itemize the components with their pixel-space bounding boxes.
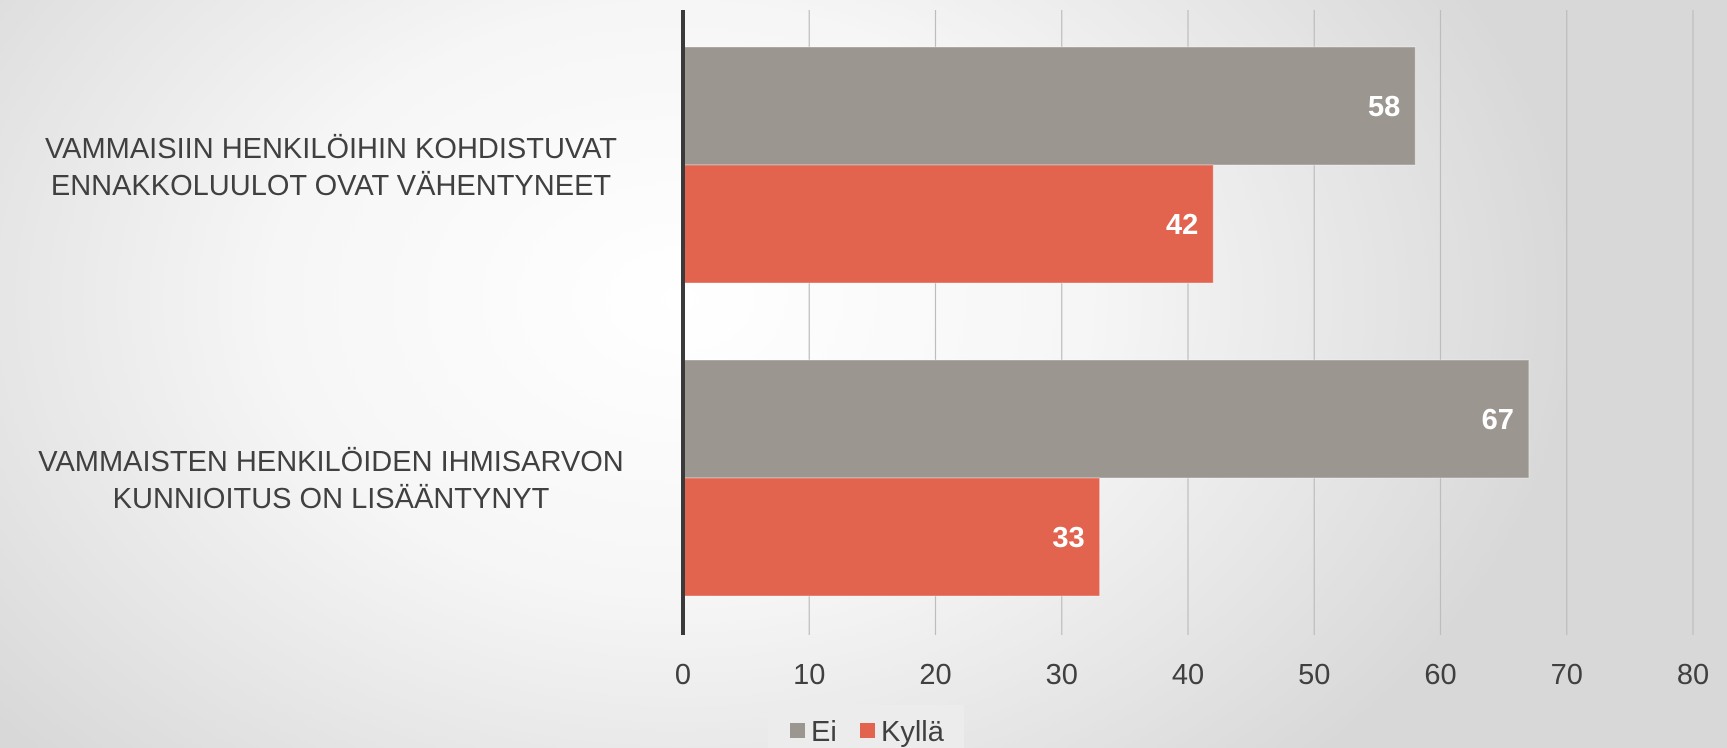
data-label: 42 (1166, 209, 1198, 241)
bar-ei-1 (682, 359, 1530, 479)
legend-swatch (790, 723, 805, 738)
category-labels: VAMMAISIIN HENKILÖIHIN KOHDISTUVAT ENNAKK… (38, 133, 623, 515)
legend-label: Ei (811, 716, 837, 748)
bars (682, 46, 1530, 597)
x-tick-label: 30 (1046, 659, 1078, 691)
legend: Ei Kyllä (768, 705, 964, 748)
data-label: 67 (1482, 404, 1514, 436)
x-axis-tick-labels: 0 10 20 30 40 50 60 70 80 (675, 659, 1709, 691)
x-tick-label: 10 (793, 659, 825, 691)
category-label: VAMMAISIIN HENKILÖIHIN KOHDISTUVAT (45, 133, 617, 165)
bar-ei-0 (682, 46, 1416, 166)
category-label: VAMMAISTEN HENKILÖIDEN IHMISARVON (38, 446, 623, 478)
legend-swatch (860, 723, 875, 738)
x-tick-label: 70 (1551, 659, 1583, 691)
x-tick-label: 40 (1172, 659, 1204, 691)
x-tick-label: 0 (675, 659, 691, 691)
data-label: 33 (1052, 522, 1084, 554)
category-label: KUNNIOITUS ON LISÄÄNTYNYT (113, 483, 550, 515)
legend-label: Kyllä (881, 716, 945, 748)
bar-kyll--1 (682, 477, 1101, 597)
x-tick-label: 60 (1424, 659, 1456, 691)
x-tick-label: 80 (1677, 659, 1709, 691)
bar-kyll--0 (682, 164, 1214, 284)
data-label: 58 (1368, 91, 1400, 123)
category-label: ENNAKKOLUULOT OVAT VÄHENTYNEET (51, 170, 612, 202)
x-tick-label: 50 (1298, 659, 1330, 691)
data-labels: 58 42 67 33 (1052, 91, 1514, 554)
x-tick-label: 20 (919, 659, 951, 691)
